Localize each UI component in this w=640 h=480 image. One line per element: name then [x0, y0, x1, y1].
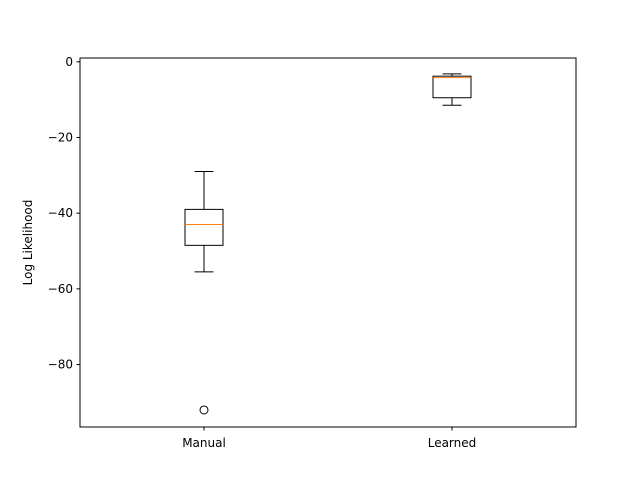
x-axis: Manual Learned: [182, 427, 476, 450]
y-axis: 0 −20 −40 −60 −80: [48, 55, 80, 372]
y-tick-label: −40: [48, 206, 73, 220]
box-manual: [184, 171, 224, 415]
axes-frame: [79, 57, 577, 428]
y-tick-label: −60: [48, 282, 73, 296]
x-tick-label: Learned: [428, 436, 477, 450]
box-iqr: [432, 75, 472, 99]
box-iqr: [184, 208, 224, 246]
plot-area: [184, 73, 472, 415]
y-tick-label: −80: [48, 358, 73, 372]
x-tick-label: Manual: [182, 436, 226, 450]
box-learned: [432, 73, 472, 106]
y-axis-label: Log Likelihood: [21, 200, 35, 286]
y-tick-label: −20: [48, 130, 73, 144]
y-tick-label: 0: [65, 55, 73, 69]
outlier-point: [199, 405, 209, 415]
